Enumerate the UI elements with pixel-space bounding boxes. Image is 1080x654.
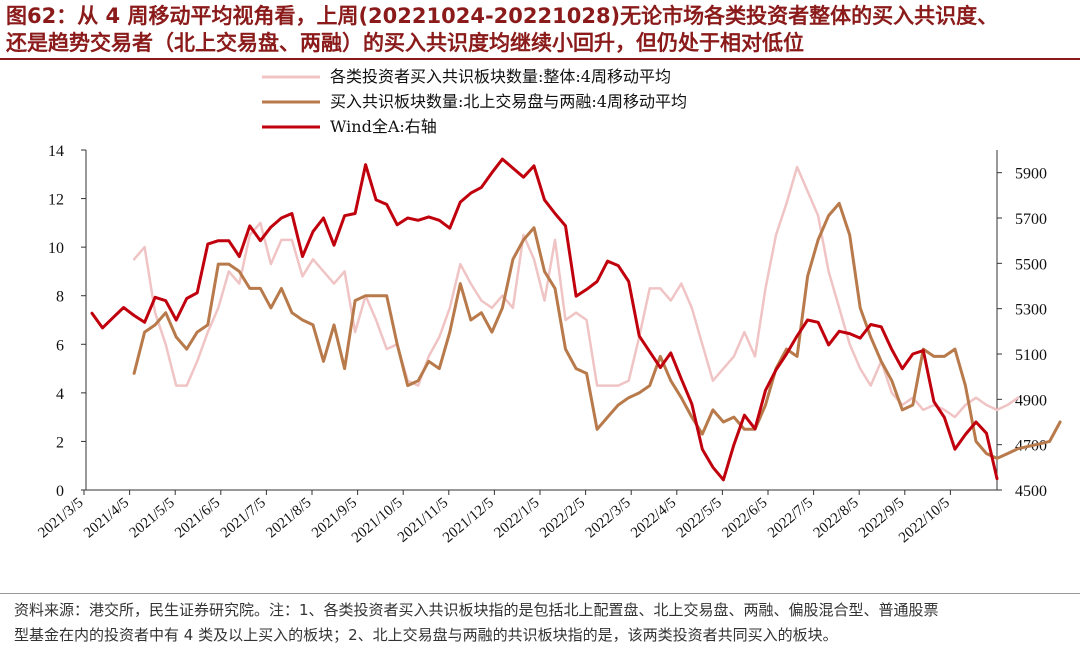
left-axis-tick-label: 0 [56, 483, 64, 500]
chart-series-group [90, 157, 1062, 482]
right-axis-tick-label: 4500 [1015, 483, 1047, 500]
title-line-2: 还是趋势交易者（北上交易盘、两融）的买入共识度均继续小回升，但仍处于相对低位 [6, 31, 804, 55]
x-axis-tick-label: 2022/4/5 [628, 495, 679, 542]
right-axis-tick-label: 5900 [1015, 166, 1047, 183]
right-axis-tick-label: 4900 [1015, 392, 1047, 409]
left-axis-tick-label: 10 [48, 240, 64, 257]
figure-title: 图62：从 4 周移动平均视角看，上周(20221024-20221028)无论… [6, 3, 1076, 57]
x-axis-tick-label: 2022/7/5 [765, 495, 816, 542]
title-divider [0, 58, 1080, 60]
x-axis-tick-label: 2022/2/5 [537, 495, 588, 542]
series-line-2 [132, 201, 1062, 460]
x-axis-tick-label: 2021/3/5 [35, 495, 86, 542]
series-line-1 [132, 165, 1020, 419]
x-axis-tick-label: 2022/1/5 [491, 495, 542, 542]
left-axis-tick-label: 12 [48, 192, 64, 209]
right-axis-tick-label: 5300 [1015, 302, 1047, 319]
x-axis-tick-label: 2021/10/5 [349, 495, 406, 546]
footer-divider [0, 593, 1080, 594]
chart-axes: 0246810121445004700490051005300550057005… [35, 143, 1047, 546]
left-axis-tick-label: 2 [56, 434, 64, 451]
title-line-1: 图62：从 4 周移动平均视角看，上周(20221024-20221028)无论… [6, 4, 999, 28]
right-axis-tick-label: 5100 [1015, 347, 1047, 364]
source-note: 资料来源：港交所，民生证券研究院。注：1、各类投资者买入共识板块指的是包括北上配… [14, 598, 1074, 648]
x-axis-tick-label: 2021/6/5 [172, 495, 223, 542]
right-axis-tick-label: 5500 [1015, 256, 1047, 273]
x-axis-tick-label: 2021/4/5 [81, 495, 132, 542]
x-axis-tick-label: 2022/5/5 [674, 495, 725, 542]
x-axis-tick-label: 2022/10/5 [896, 495, 953, 546]
legend-label-2: 买入共识板块数量:北上交易盘与两融:4周移动平均 [330, 92, 687, 111]
legend-label-1: 各类投资者买入共识板块数量:整体:4周移动平均 [330, 67, 671, 86]
series-line-3 [90, 157, 999, 482]
x-axis-tick-label: 2022/6/5 [719, 495, 770, 542]
left-axis-tick-label: 14 [48, 143, 64, 160]
x-axis-tick-label: 2021/7/5 [218, 495, 269, 542]
source-note-line-2: 型基金在内的投资者中有 4 类及以上买入的板块；2、北上交易盘与两融的共识板块指… [14, 626, 838, 644]
x-axis-tick-label: 2022/3/5 [583, 495, 634, 542]
line-chart: 各类投资者买入共识板块数量:整体:4周移动平均买入共识板块数量:北上交易盘与两融… [35, 67, 1062, 546]
left-axis-tick-label: 4 [56, 386, 64, 403]
x-axis-tick-label: 2021/12/5 [440, 495, 497, 546]
source-note-line-1: 资料来源：港交所，民生证券研究院。注：1、各类投资者买入共识板块指的是包括北上配… [14, 601, 939, 619]
x-axis-tick-label: 2021/5/5 [127, 495, 178, 542]
right-axis-tick-label: 5700 [1015, 211, 1047, 228]
chart-legend: 各类投资者买入共识板块数量:整体:4周移动平均买入共识板块数量:北上交易盘与两融… [262, 67, 687, 136]
x-axis-tick-label: 2021/8/5 [263, 495, 314, 542]
left-axis-tick-label: 8 [56, 289, 64, 306]
left-axis-tick-label: 6 [56, 337, 64, 354]
legend-label-3: Wind全A:右轴 [330, 117, 437, 136]
x-axis-tick-label: 2022/8/5 [811, 495, 862, 542]
